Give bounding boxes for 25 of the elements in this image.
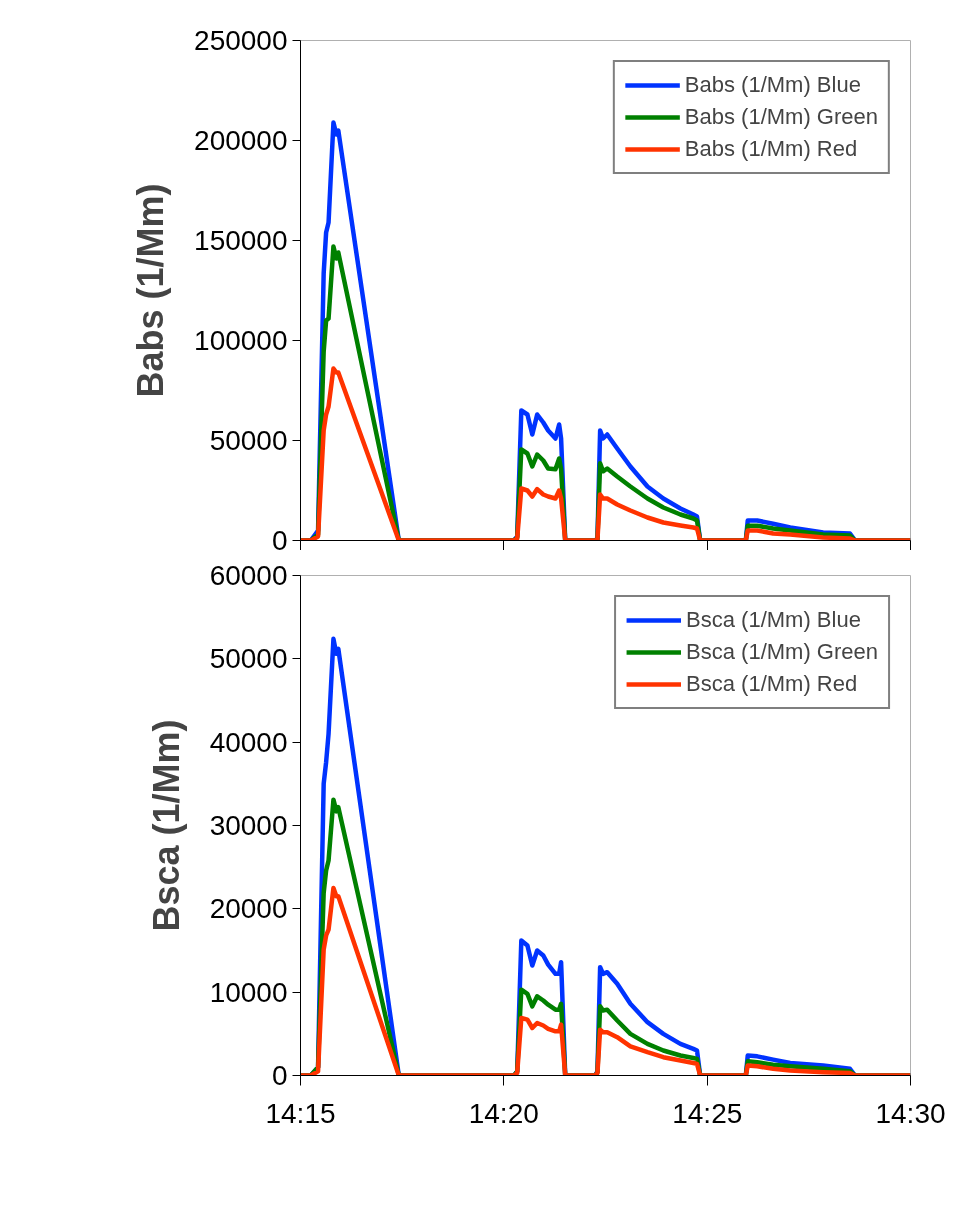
legend-label: Bsca (1/Mm) Blue bbox=[686, 607, 861, 633]
y-tick-label: 30000 bbox=[209, 810, 288, 841]
x-tick-label: 14:30 bbox=[875, 1097, 946, 1129]
legend-label: Bsca (1/Mm) Red bbox=[686, 671, 858, 697]
x-tick-label: 14:25 bbox=[672, 1097, 743, 1129]
y-tick-label: 60000 bbox=[209, 560, 288, 591]
legend-label: Babs (1/Mm) Blue bbox=[684, 72, 861, 98]
y-tick-label: 50000 bbox=[209, 425, 288, 456]
y-axis-title: Bsca (1/Mm) bbox=[145, 719, 187, 932]
y-tick-label: 10000 bbox=[209, 976, 288, 1008]
y-tick-label: 100000 bbox=[194, 325, 288, 356]
y-tick-label: 200000 bbox=[194, 125, 288, 156]
y-tick-label: 0 bbox=[271, 525, 288, 556]
y-tick-label: 20000 bbox=[209, 893, 288, 925]
legend-label: Babs (1/Mm) Red bbox=[684, 136, 858, 162]
x-tick-label: 14:20 bbox=[468, 1097, 539, 1129]
legend-label: Babs (1/Mm) Green bbox=[684, 104, 878, 130]
y-tick-label: 150000 bbox=[194, 225, 288, 256]
y-tick-label: 40000 bbox=[209, 726, 288, 758]
y-tick-label: 250000 bbox=[194, 25, 288, 56]
y-axis-title: Babs (1/Mm) bbox=[130, 183, 172, 398]
y-tick-label: 50000 bbox=[209, 643, 288, 675]
x-tick-label: 14:15 bbox=[265, 1097, 336, 1129]
legend-label: Bsca (1/Mm) Green bbox=[686, 639, 878, 665]
y-tick-label: 0 bbox=[271, 1060, 288, 1091]
